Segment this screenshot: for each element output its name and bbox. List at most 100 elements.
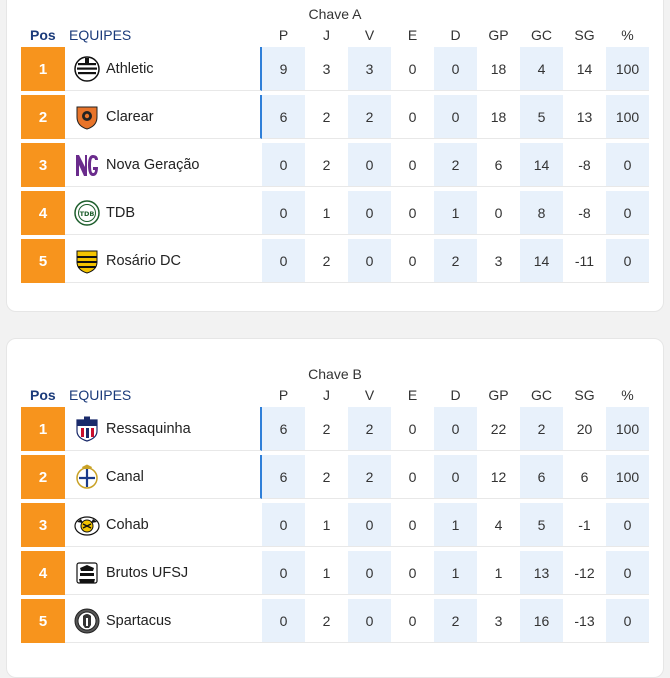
header-j[interactable]: J	[323, 27, 330, 43]
stat-j: 2	[305, 239, 348, 283]
stat-gp: 6	[477, 143, 520, 187]
header-p[interactable]: P	[278, 27, 289, 43]
canal-crest-icon	[74, 464, 100, 490]
header-team[interactable]: EQUIPES	[69, 27, 132, 43]
header-p[interactable]: P	[278, 387, 289, 403]
header-d[interactable]: D	[450, 387, 461, 403]
team-name[interactable]: Canal	[106, 468, 144, 485]
header-percent[interactable]: %	[621, 387, 634, 403]
stat-p: 0	[262, 503, 305, 547]
stat-gc: 4	[520, 47, 563, 91]
table-header-b: Pos EQUIPES P J V E D GP GC SG %	[0, 387, 670, 407]
stat-j: 2	[305, 407, 348, 451]
header-team[interactable]: EQUIPES	[69, 387, 132, 403]
stat-p: 0	[262, 239, 305, 283]
team-cell[interactable]: Brutos UFSJ	[65, 551, 262, 595]
stat-j: 1	[305, 191, 348, 235]
team-name[interactable]: Ressaquinha	[106, 420, 191, 437]
header-pos[interactable]: Pos	[30, 27, 56, 43]
team-name[interactable]: Rosário DC	[106, 252, 181, 269]
team-name[interactable]: TDB	[106, 204, 135, 221]
header-e[interactable]: E	[407, 387, 418, 403]
standings-row[interactable]: 2 Canal 6 2 2 0 0 12 6 6 100	[21, 455, 650, 499]
cohab-crest-icon	[74, 512, 100, 538]
team-name[interactable]: Cohab	[106, 516, 149, 533]
header-pos[interactable]: Pos	[30, 387, 56, 403]
header-gp[interactable]: GP	[488, 387, 509, 403]
stat-v: 2	[348, 95, 391, 139]
stat-sg: 20	[563, 407, 606, 451]
team-name[interactable]: Brutos UFSJ	[106, 564, 189, 581]
standings-row[interactable]: 1 Ressaquinha 6 2 2 0 0 22 2 20 100	[21, 407, 650, 451]
header-gc[interactable]: GC	[531, 387, 552, 403]
stat-gc: 5	[520, 95, 563, 139]
stat-d: 1	[434, 551, 477, 595]
stat-p: 6	[262, 455, 305, 499]
stat-gp: 22	[477, 407, 520, 451]
team-cell[interactable]: Rosário DC	[65, 239, 262, 283]
stat-gc: 5	[520, 503, 563, 547]
position-badge: 2	[21, 455, 65, 499]
stat-p: 9	[262, 47, 305, 91]
team-cell[interactable]: Clarear	[65, 95, 262, 139]
stat-e: 0	[391, 239, 434, 283]
team-cell[interactable]: TDB TDB	[65, 191, 262, 235]
standings-row[interactable]: 5 Rosário DC 0 2 0 0 2 3 14 -11 0	[21, 239, 650, 283]
standings-row[interactable]: 4 Brutos UFSJ 0 1 0 0 1 1 13 -12 0	[21, 551, 650, 595]
stat-p: 6	[262, 95, 305, 139]
team-cell[interactable]: Cohab	[65, 503, 262, 547]
standings-row[interactable]: 3 Cohab 0 1 0 0 1 4 5 -1 0	[21, 503, 650, 547]
team-name[interactable]: Clarear	[106, 108, 154, 125]
stat-d: 1	[434, 191, 477, 235]
team-cell[interactable]: Athletic	[65, 47, 262, 91]
stat-e: 0	[391, 599, 434, 643]
header-j[interactable]: J	[323, 387, 330, 403]
team-name[interactable]: Athletic	[106, 60, 154, 77]
stat-j: 2	[305, 143, 348, 187]
table-header-a: Pos EQUIPES P J V E D GP GC SG %	[0, 27, 670, 47]
stat-percent: 0	[606, 191, 649, 235]
stat-v: 2	[348, 455, 391, 499]
team-cell[interactable]: Canal	[65, 455, 262, 499]
stat-gc: 6	[520, 455, 563, 499]
standings-row[interactable]: 2 Clarear 6 2 2 0 0 18 5 13 100	[21, 95, 650, 139]
nova-geracao-crest-icon	[74, 152, 100, 178]
header-v[interactable]: V	[364, 387, 375, 403]
header-sg[interactable]: SG	[574, 27, 595, 43]
stat-gp: 4	[477, 503, 520, 547]
standings-row[interactable]: 1 Athletic 9 3 3 0 0 18 4 14 100	[21, 47, 650, 91]
stat-sg: -12	[563, 551, 606, 595]
position-badge: 5	[21, 599, 65, 643]
team-name[interactable]: Nova Geração	[106, 156, 200, 173]
standings-row[interactable]: 3 Nova Geração 0 2 0 0 2 6 14 -8 0	[21, 143, 650, 187]
standings-row[interactable]: 4 TDB TDB 0 1 0 0 1 0 8 -8 0	[21, 191, 650, 235]
position-badge: 1	[21, 407, 65, 451]
spartacus-crest-icon	[74, 608, 100, 634]
standings-row[interactable]: 5 Spartacus 0 2 0 0 2 3 16 -13 0	[21, 599, 650, 643]
header-gp[interactable]: GP	[488, 27, 509, 43]
team-cell[interactable]: Spartacus	[65, 599, 262, 643]
position-badge: 2	[21, 95, 65, 139]
stat-e: 0	[391, 551, 434, 595]
header-e[interactable]: E	[407, 27, 418, 43]
header-v[interactable]: V	[364, 27, 375, 43]
stat-p: 0	[262, 599, 305, 643]
team-cell[interactable]: Nova Geração	[65, 143, 262, 187]
stat-percent: 0	[606, 599, 649, 643]
stat-gp: 1	[477, 551, 520, 595]
stat-v: 3	[348, 47, 391, 91]
position-badge: 4	[21, 551, 65, 595]
stat-p: 6	[262, 407, 305, 451]
stat-v: 0	[348, 551, 391, 595]
stat-gp: 18	[477, 95, 520, 139]
group-title-a: Chave A	[308, 6, 362, 22]
header-sg[interactable]: SG	[574, 387, 595, 403]
header-gc[interactable]: GC	[531, 27, 552, 43]
stat-d: 0	[434, 47, 477, 91]
header-percent[interactable]: %	[621, 27, 634, 43]
team-name[interactable]: Spartacus	[106, 612, 172, 629]
header-d[interactable]: D	[450, 27, 461, 43]
stat-v: 0	[348, 239, 391, 283]
team-cell[interactable]: Ressaquinha	[65, 407, 262, 451]
stat-p: 0	[262, 143, 305, 187]
